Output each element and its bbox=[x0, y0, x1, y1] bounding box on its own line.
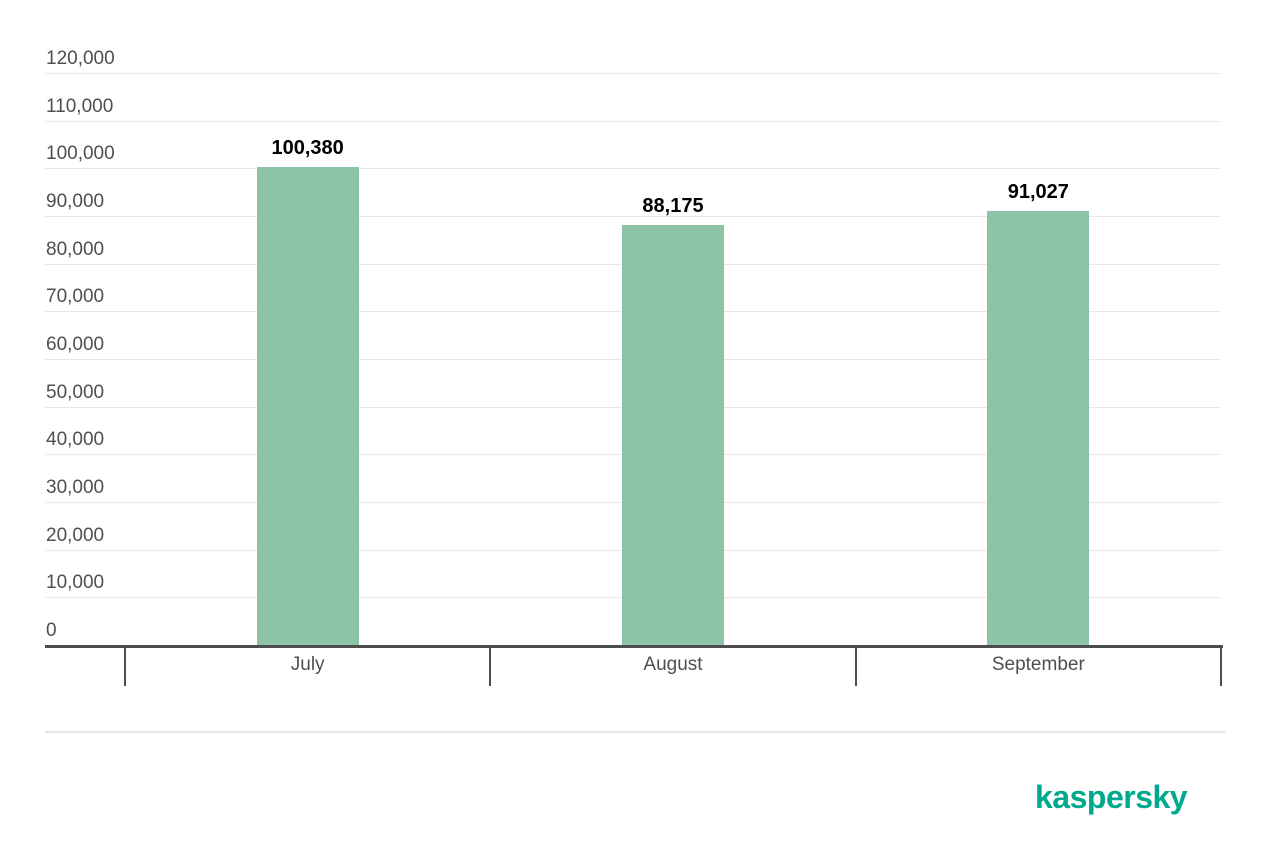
x-axis-tick bbox=[124, 648, 126, 686]
y-gridline bbox=[45, 168, 1221, 170]
x-category-label: July bbox=[290, 654, 325, 675]
bar-value-label: 100,380 bbox=[271, 136, 344, 159]
x-axis-tick bbox=[489, 648, 492, 686]
y-axis-tick-label: 10,000 bbox=[46, 572, 105, 594]
y-axis-tick-label: 70,000 bbox=[46, 286, 105, 308]
x-axis-tick bbox=[854, 648, 857, 686]
y-axis-tick-label: 110,000 bbox=[46, 95, 114, 117]
y-axis-tick-label: 40,000 bbox=[46, 429, 105, 451]
y-gridline bbox=[45, 73, 1221, 74]
y-gridline bbox=[45, 120, 1221, 122]
x-axis-tick bbox=[1220, 648, 1222, 686]
y-axis-tick-label: 20,000 bbox=[46, 524, 105, 546]
x-axis-line bbox=[45, 645, 1223, 648]
y-axis-tick-label: 120,000 bbox=[46, 48, 115, 69]
bar-value-label: 88,175 bbox=[642, 194, 704, 217]
y-gridline bbox=[45, 216, 1221, 217]
bar-value-label: 91,027 bbox=[1007, 181, 1069, 204]
bar bbox=[256, 166, 359, 645]
y-axis-tick-label: 0 bbox=[46, 620, 57, 641]
kaspersky-logo: kaspersky bbox=[1035, 779, 1188, 815]
x-category-label: August bbox=[643, 654, 703, 675]
bar bbox=[622, 224, 724, 645]
bar bbox=[987, 211, 1090, 645]
y-axis-tick-label: 30,000 bbox=[46, 477, 105, 498]
y-axis-tick-label: 90,000 bbox=[46, 191, 105, 212]
x-category-label: September bbox=[991, 654, 1085, 675]
y-axis-tick-label: 100,000 bbox=[46, 143, 115, 165]
y-axis-tick-label: 60,000 bbox=[46, 334, 105, 355]
y-axis-tick-label: 80,000 bbox=[46, 238, 105, 260]
footer-divider bbox=[45, 731, 1225, 733]
y-axis-tick-label: 50,000 bbox=[46, 381, 105, 403]
